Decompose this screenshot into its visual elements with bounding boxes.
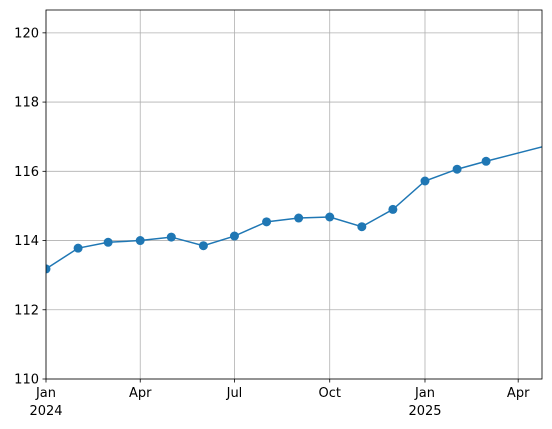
axes-frame — [45, 9, 543, 380]
marker — [325, 212, 335, 222]
y-tick-label: 118 — [14, 96, 39, 111]
marker — [545, 141, 552, 150]
marker — [135, 236, 145, 246]
marker — [262, 217, 272, 227]
marker — [357, 222, 367, 232]
x-tick-label: Apr — [507, 386, 530, 401]
x-tick-label: Jan — [35, 386, 56, 401]
y-tick-label: 110 — [14, 373, 39, 388]
marker — [420, 176, 430, 186]
y-tick-label: 120 — [14, 26, 39, 41]
plot-area — [46, 141, 552, 274]
marker — [388, 204, 398, 214]
x-tick-label: Oct — [318, 386, 340, 401]
marker — [452, 164, 462, 174]
tick-labels: 110 112 114 116 118 120 Jan Apr Jul Oct Jan Apr 2024… — [14, 26, 530, 419]
grid — [45, 10, 542, 380]
x-year-label: 2024 — [29, 404, 62, 419]
x-tick-label: Jul — [226, 386, 243, 401]
marker — [103, 237, 113, 247]
y-tick-label: 114 — [14, 234, 39, 249]
y-tick-label: 116 — [14, 165, 39, 180]
line — [46, 146, 542, 270]
marker — [294, 213, 304, 223]
marker — [229, 231, 239, 241]
y-tick-label: 112 — [14, 303, 39, 318]
x-tick-label: Jan — [414, 386, 435, 401]
marker — [46, 264, 51, 274]
marker — [73, 243, 83, 253]
marker — [198, 241, 208, 251]
marker — [166, 232, 176, 242]
marker — [481, 156, 491, 166]
x-year-label: 2025 — [408, 404, 441, 419]
x-tick-label: Apr — [129, 386, 152, 401]
